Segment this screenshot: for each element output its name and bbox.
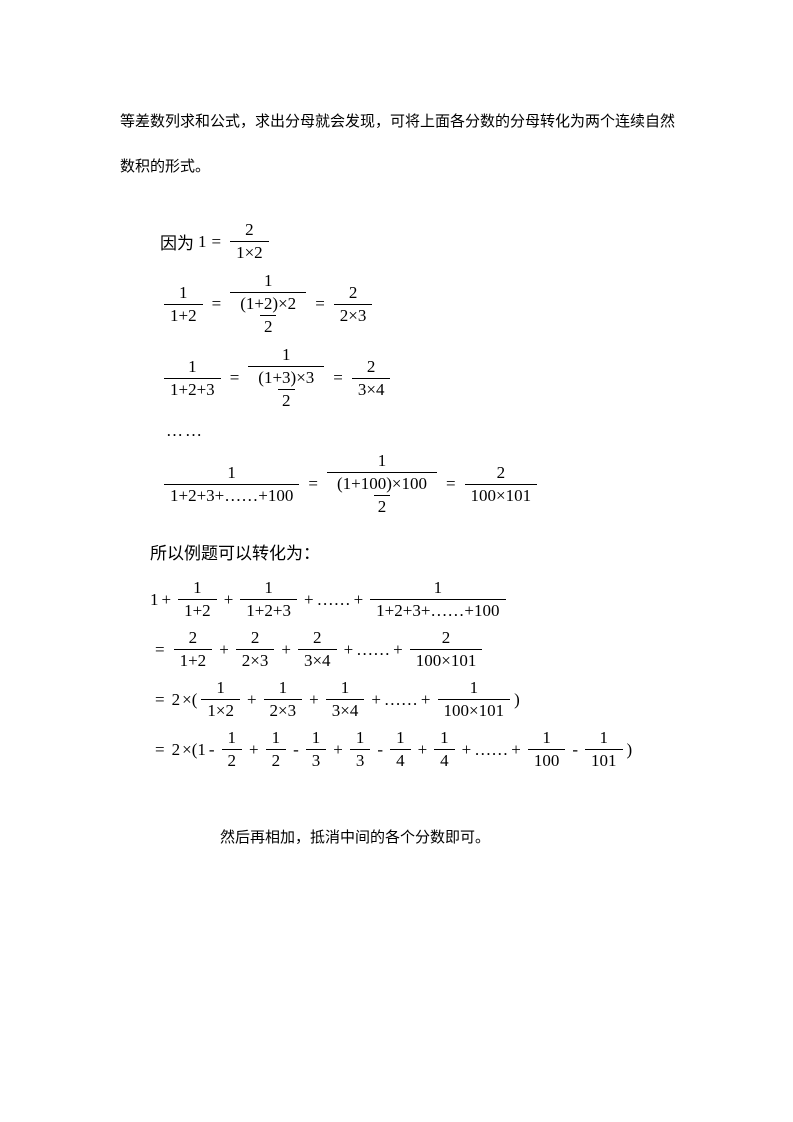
- equals: =: [212, 232, 222, 252]
- math-derivation-1: 因为 1 = 2 1×2 1 1+2 = 1 (1+2)×2 2: [160, 220, 683, 517]
- main-derivation: 1 + 11+2 + 11+2+3 + …… + 11+2+3+……+100 =…: [150, 578, 683, 771]
- nested-frac: (1+3)×3 2: [254, 368, 318, 411]
- deriv-line-4: = 2 × ( 1 - 12 + 12 - 13 + 13 - 14 + 14 …: [150, 728, 683, 771]
- nested-frac: (1+100)×100 2: [333, 474, 431, 517]
- eq-row-4: 1 1+2+3+……+100 = 1 (1+100)×100 2 = 2 100…: [160, 451, 683, 517]
- nested-frac: (1+2)×2 2: [236, 294, 300, 337]
- deriv-line-2: = 21+2 + 22×3 + 23×4 + …… + 2100×101: [150, 628, 683, 671]
- closing-text: 然后再相加，抵消中间的各个分数即可。: [220, 826, 683, 847]
- frac-mid: 1 (1+2)×2 2: [230, 271, 306, 337]
- frac-lhs: 1 1+2: [164, 283, 203, 326]
- eq-row-3: 1 1+2+3 = 1 (1+3)×3 2 = 2 3×4: [160, 345, 683, 411]
- eq-row-1: 因为 1 = 2 1×2: [160, 220, 683, 263]
- frac-lhs: 1 1+2+3: [164, 357, 221, 400]
- deriv-line-3: = 2 × ( 11×2 + 12×3 + 13×4 + …… + 1100×1…: [150, 678, 683, 721]
- one: 1: [198, 232, 207, 252]
- page: 等差数列求和公式，求出分母就会发现，可将上面各分数的分母转化为两个连续自然数积的…: [0, 0, 793, 907]
- eq-row-2: 1 1+2 = 1 (1+2)×2 2 = 2 2×3: [160, 271, 683, 337]
- frac-2-over-1x2: 2 1×2: [230, 220, 269, 263]
- intro-paragraph: 等差数列求和公式，求出分母就会发现，可将上面各分数的分母转化为两个连续自然数积的…: [120, 100, 683, 190]
- ellipsis: ……: [166, 421, 683, 441]
- frac-lhs: 1 1+2+3+……+100: [164, 463, 299, 506]
- deriv-line-1: 1 + 11+2 + 11+2+3 + …… + 11+2+3+……+100: [150, 578, 683, 621]
- intro-text: 等差数列求和公式，求出分母就会发现，可将上面各分数的分母转化为两个连续自然数积的…: [120, 114, 675, 175]
- frac-mid: 1 (1+3)×3 2: [248, 345, 324, 411]
- transform-label: 所以例题可以转化为：: [150, 539, 683, 564]
- frac-rhs: 2 2×3: [334, 283, 373, 326]
- frac-rhs: 2 3×4: [352, 357, 391, 400]
- frac-rhs: 2 100×101: [465, 463, 538, 506]
- frac-mid: 1 (1+100)×100 2: [327, 451, 437, 517]
- because-label: 因为: [160, 229, 194, 254]
